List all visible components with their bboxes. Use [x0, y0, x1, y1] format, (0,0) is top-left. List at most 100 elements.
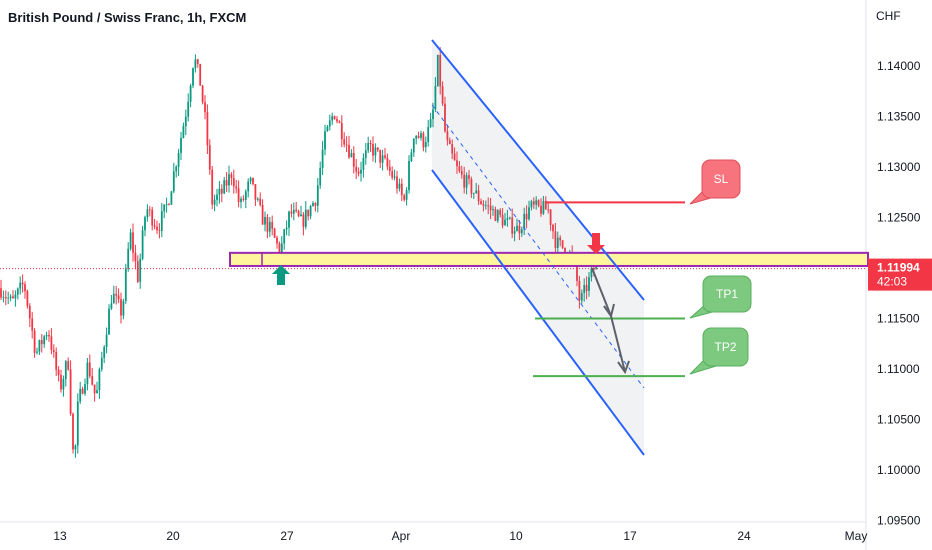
candle-body [592, 268, 595, 270]
candle-body [201, 85, 204, 103]
candle-body [288, 211, 290, 228]
candle-body [472, 193, 475, 194]
candle-body [460, 170, 463, 175]
candle-body [496, 210, 499, 221]
candle-body [504, 219, 506, 226]
candle-body [134, 252, 137, 262]
candle-body [72, 413, 74, 450]
candle-body [50, 336, 53, 351]
channel-mid-line [431, 104, 645, 389]
candle-body [48, 335, 50, 337]
candle-body [261, 204, 264, 225]
candle-body [184, 116, 187, 127]
candle-body [122, 300, 125, 316]
candle-body [588, 277, 590, 291]
candle-body [175, 166, 178, 172]
candle-body [444, 103, 446, 132]
candle-body [160, 211, 163, 231]
candle-body [470, 178, 473, 194]
candle-body [499, 210, 502, 215]
candle-body [93, 384, 96, 394]
candle-body [196, 59, 199, 64]
sell-arrow-icon [587, 233, 605, 254]
candle-body [448, 140, 451, 145]
candle-body [355, 166, 358, 172]
candle-body [532, 201, 535, 205]
candle-body [220, 188, 223, 194]
candle-body [271, 221, 274, 229]
candle-body [352, 153, 355, 167]
candle-body [487, 205, 490, 207]
candle-body [144, 217, 146, 231]
candle-body [112, 293, 115, 304]
candle-body [381, 155, 384, 163]
candle-body [43, 336, 46, 345]
tp2-callout [702, 327, 749, 367]
x-tick-label: May [845, 529, 868, 543]
candle-body [156, 226, 158, 231]
y-tick-label: 1.13000 [877, 160, 921, 174]
candle-body [590, 268, 593, 278]
candle-body [348, 144, 350, 158]
candle-body [405, 190, 408, 200]
candle-body [100, 357, 103, 370]
candle-body [194, 59, 197, 69]
x-tick-label: 24 [737, 529, 751, 543]
candle-body [91, 376, 94, 385]
candle-body [141, 230, 144, 259]
candle-body [480, 201, 482, 205]
candle-body [345, 144, 348, 146]
candle-body [489, 205, 492, 211]
candle-body [559, 237, 562, 241]
candle-body [580, 293, 583, 301]
candle-body [297, 211, 300, 217]
candle-body [424, 142, 427, 148]
candle-body [19, 282, 22, 289]
candle-body [417, 135, 420, 138]
candle-body [232, 177, 235, 187]
candle-body [578, 280, 581, 301]
candle-body [81, 388, 84, 394]
candle-body [254, 184, 257, 200]
candle-body [127, 248, 130, 269]
candle-body [583, 285, 586, 294]
candle-body [436, 54, 439, 86]
candle-body [304, 209, 307, 227]
candle-body [244, 191, 247, 200]
candle-body [367, 142, 370, 151]
candle-body [300, 214, 302, 217]
channel-lower-line [431, 169, 645, 456]
x-axis-ticks: 13 20 27 Apr 10 17 24 May [53, 529, 867, 543]
candle-body [525, 213, 528, 220]
candle-body [295, 209, 298, 212]
candle-body [369, 142, 372, 145]
candle-body [554, 231, 557, 248]
candle-body [129, 232, 132, 249]
candle-body [307, 209, 310, 217]
currency-label: CHF [876, 9, 901, 23]
candle-body [501, 214, 504, 226]
tp2-callout-label: TP2 [714, 340, 736, 354]
candle-body [172, 171, 175, 192]
candle-body [103, 346, 106, 358]
candle-body [86, 362, 89, 385]
candle-body [115, 293, 118, 296]
candle-body [312, 203, 314, 207]
candle-body [477, 190, 480, 202]
candle-body [280, 243, 283, 256]
y-axis-ticks: 1.14000 1.13500 1.13000 1.12500 1.11500 1.110… [877, 59, 921, 528]
candle-body [136, 261, 139, 282]
channel-fill [432, 40, 644, 455]
candle-body [331, 116, 334, 121]
candle-body [540, 205, 542, 214]
candle-body [52, 350, 55, 353]
candle-body [225, 180, 228, 186]
candle-body [7, 297, 10, 299]
candle-body [278, 243, 281, 256]
candle-body [21, 282, 24, 285]
candle-body [26, 291, 29, 306]
candle-body [268, 221, 271, 232]
sl-callout-label: SL [714, 172, 729, 186]
